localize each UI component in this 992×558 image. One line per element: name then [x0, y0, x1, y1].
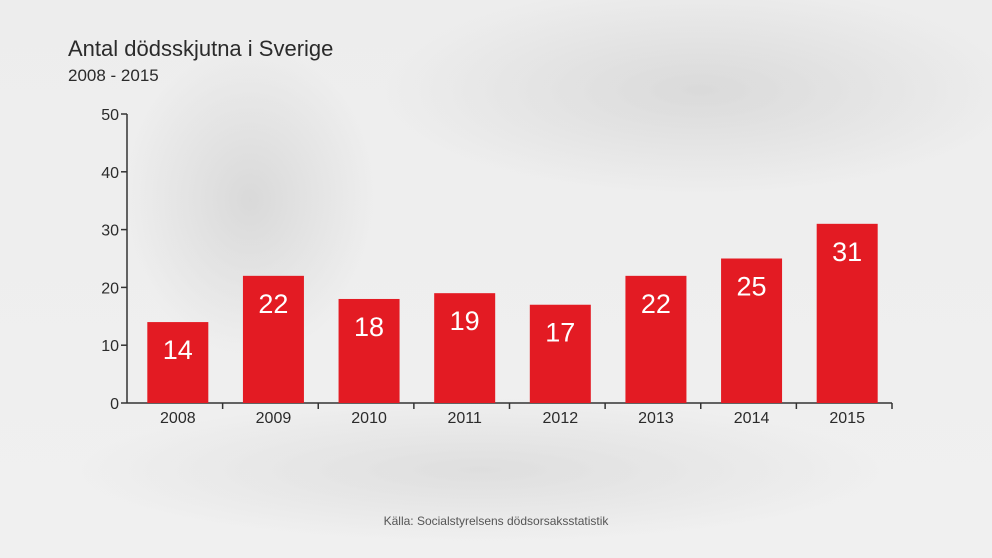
bar [338, 298, 400, 403]
bar-value-label: 22 [641, 289, 671, 319]
bar-value-label: 31 [832, 237, 862, 267]
bar [625, 275, 687, 403]
bar [721, 258, 783, 403]
chart-subtitle: 2008 - 2015 [68, 66, 159, 85]
y-tick-label: 0 [110, 396, 119, 413]
x-tick-label: 2010 [351, 410, 387, 427]
bar-value-label: 17 [545, 318, 575, 348]
x-tick-label: 2012 [543, 410, 579, 427]
x-tick-label: 2011 [447, 410, 482, 427]
y-tick-label: 40 [101, 165, 119, 182]
bar [147, 322, 209, 403]
source-note: Källa: Socialstyrelsens dödsorsaksstatis… [383, 514, 609, 528]
x-tick-label: 2009 [256, 410, 292, 427]
y-tick-label: 30 [101, 223, 119, 240]
bar-value-label: 25 [737, 272, 767, 302]
bar-value-label: 14 [163, 335, 193, 365]
y-tick-label: 10 [101, 338, 119, 355]
y-tick-label: 50 [101, 107, 119, 124]
bar-value-label: 22 [258, 289, 288, 319]
x-tick-label: 2013 [638, 410, 674, 427]
bar-value-label: 19 [450, 306, 480, 336]
x-tick-label: 2015 [829, 410, 865, 427]
y-tick-label: 20 [101, 280, 119, 297]
chart-title: Antal dödsskjutna i Sverige [68, 36, 334, 61]
x-tick-label: 2014 [734, 410, 770, 427]
bar [529, 304, 591, 403]
bar [816, 223, 878, 403]
bar [242, 275, 304, 403]
bar [434, 293, 496, 403]
chart-bars: 14 22 18 19 17 22 25 31 [147, 223, 878, 403]
bar-value-label: 18 [354, 312, 384, 342]
x-tick-label: 2008 [160, 410, 196, 427]
